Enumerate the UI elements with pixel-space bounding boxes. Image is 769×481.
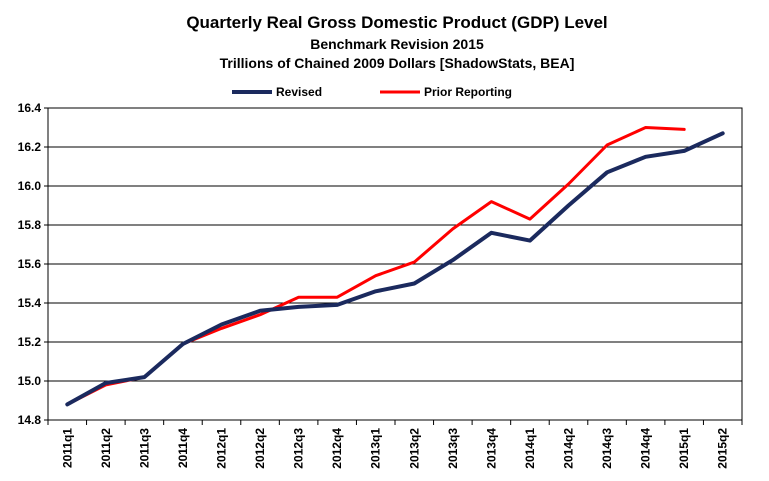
y-tick-label: 16.0 <box>18 179 42 193</box>
data-point-revised <box>182 343 184 345</box>
y-tick-label: 15.4 <box>18 296 42 310</box>
data-point-prior-reporting <box>259 313 261 316</box>
data-point-prior-reporting <box>529 218 531 220</box>
data-point-revised <box>374 290 377 293</box>
data-point-revised <box>567 204 570 207</box>
data-point-revised <box>143 376 146 378</box>
data-point-revised <box>644 155 647 158</box>
data-point-revised <box>259 310 261 312</box>
y-tick-label: 16.2 <box>18 140 42 154</box>
y-tick-label: 15.2 <box>18 335 42 349</box>
data-point-prior-reporting <box>220 327 223 330</box>
data-point-revised <box>336 304 338 306</box>
x-tick-label: 2015q1 <box>677 428 691 469</box>
data-point-revised <box>490 232 493 234</box>
legend: Revised Prior Reporting <box>232 85 512 99</box>
data-point-prior-reporting <box>567 183 570 185</box>
x-tick-label: 2013q3 <box>446 428 460 469</box>
data-point-prior-reporting <box>413 261 416 263</box>
chart-subtitle: Benchmark Revision 2015 <box>310 36 484 52</box>
data-point-prior-reporting <box>606 144 608 146</box>
x-tick-label: 2014q3 <box>600 428 614 469</box>
x-tick-label: 2014q2 <box>562 428 576 469</box>
data-point-revised <box>105 382 107 384</box>
data-point-prior-reporting <box>683 128 685 131</box>
y-tick-label: 15.0 <box>18 374 42 388</box>
y-tick-label: 15.6 <box>18 257 42 271</box>
data-point-revised <box>66 403 69 406</box>
data-point-prior-reporting <box>336 296 338 298</box>
x-tick-label: 2011q2 <box>99 428 113 468</box>
x-tick-label: 2011q4 <box>176 428 190 468</box>
data-point-revised <box>297 306 300 308</box>
x-tick-label: 2012q2 <box>253 428 267 469</box>
data-point-revised <box>721 132 724 135</box>
data-point-prior-reporting <box>644 126 647 129</box>
data-point-revised <box>452 259 454 261</box>
series-lines <box>65 126 725 407</box>
x-tick-label: 2012q4 <box>330 428 344 469</box>
x-tick-label: 2012q3 <box>292 428 306 469</box>
x-tick-label: 2011q1 <box>60 428 74 468</box>
data-point-revised <box>529 239 531 242</box>
data-point-prior-reporting <box>490 200 493 203</box>
x-tick-label: 2012q1 <box>215 428 229 469</box>
x-tick-label: 2013q4 <box>484 428 498 469</box>
y-tick-label: 15.8 <box>18 218 42 232</box>
chart-title: Quarterly Real Gross Domestic Product (G… <box>186 13 607 32</box>
y-tick-label: 16.4 <box>18 101 42 115</box>
legend-label-revised: Revised <box>276 85 322 99</box>
chart-subtitle-units: Trillions of Chained 2009 Dollars [Shado… <box>220 55 575 71</box>
x-tick-label: 2014q1 <box>523 428 537 469</box>
x-tick-label: 2011q3 <box>137 428 151 468</box>
x-tick-label: 2013q2 <box>407 428 421 469</box>
y-tick-label: 14.8 <box>18 413 42 427</box>
data-point-revised <box>606 171 608 174</box>
data-point-revised <box>220 323 223 326</box>
x-tick-label: 2013q1 <box>369 428 383 469</box>
y-axis-ticks: 14.8 15.0 15.2 15.4 15.6 15.8 16.0 16.2 16.4 <box>18 101 48 427</box>
legend-label-prior-reporting: Prior Reporting <box>424 85 512 99</box>
series-line-revised <box>65 131 725 407</box>
gridlines <box>48 146 742 382</box>
x-tick-label: 2015q2 <box>716 428 730 469</box>
data-point-prior-reporting <box>374 274 377 277</box>
data-point-revised <box>413 282 416 285</box>
data-point-prior-reporting <box>297 296 300 298</box>
x-tick-label: 2014q4 <box>639 428 653 469</box>
data-point-revised <box>683 150 685 152</box>
data-point-prior-reporting <box>452 228 454 230</box>
x-axis-ticks: 2011q1 2011q2 2011q3 2011q4 2012q1 2012q2 2012… <box>47 420 743 469</box>
